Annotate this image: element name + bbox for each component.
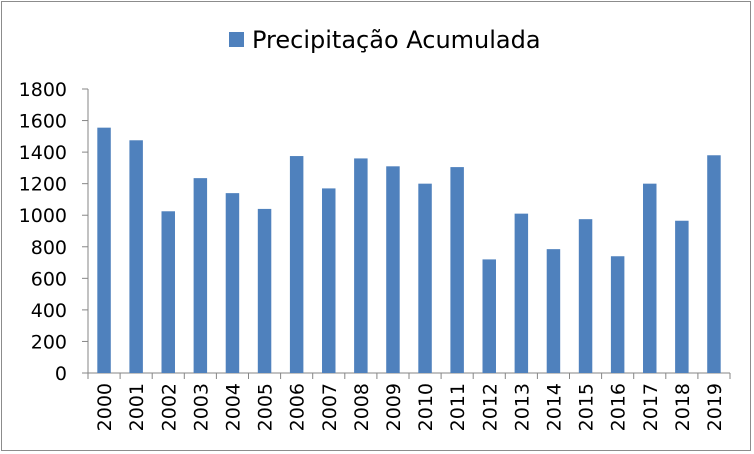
x-tick-label: 2014 — [543, 383, 565, 431]
bars — [97, 127, 721, 374]
bar-2004 — [225, 193, 240, 373]
y-tick-label: 800 — [31, 237, 67, 259]
x-tick-label: 2001 — [126, 383, 148, 431]
bar-2013 — [514, 213, 529, 373]
bar-2001 — [129, 140, 143, 373]
bar-2000 — [97, 127, 111, 374]
x-tick-label: 2015 — [576, 383, 598, 431]
x-tick-label: 2016 — [608, 383, 630, 431]
x-tick-label: 2019 — [704, 383, 726, 431]
bar-2011 — [450, 167, 464, 373]
x-tick-label: 2000 — [94, 383, 116, 431]
bar-2012 — [482, 259, 496, 373]
y-tick-label: 400 — [31, 300, 67, 322]
bar-2009 — [386, 166, 400, 373]
y-tick-label: 1000 — [19, 205, 67, 227]
x-tick-label: 2012 — [479, 383, 501, 431]
x-tick-label: 2007 — [319, 383, 341, 431]
bar-2005 — [257, 208, 272, 373]
bar-2010 — [418, 183, 432, 373]
legend-label: Precipitação Acumulada — [252, 26, 541, 54]
x-tick-label: 2004 — [222, 383, 244, 431]
y-tick-label: 0 — [55, 363, 67, 385]
y-tick-label: 1400 — [19, 142, 67, 164]
x-tick-label: 2005 — [255, 383, 277, 431]
y-tick-label: 1800 — [19, 79, 67, 101]
y-tick-label: 1600 — [19, 111, 67, 133]
bar-2006 — [289, 156, 304, 373]
x-tick-label: 2013 — [511, 383, 533, 431]
x-tick-label: 2009 — [383, 383, 405, 431]
y-tick-label: 600 — [31, 268, 67, 290]
bar-2017 — [643, 183, 657, 373]
x-tick-label: 2003 — [190, 383, 212, 431]
bar-2007 — [322, 188, 336, 373]
legend-swatch — [229, 32, 244, 47]
x-tick-label: 2010 — [415, 383, 437, 431]
x-tick-label: 2006 — [287, 383, 309, 431]
bar-2018 — [675, 220, 689, 373]
x-tick-label: 2008 — [351, 383, 373, 431]
y-tick-label: 200 — [31, 331, 67, 353]
x-tick-label: 2002 — [158, 383, 180, 431]
bar-2003 — [193, 178, 208, 373]
x-axis: 2000 2001 2002 2003 2004 2005 2006 2007 2008 2009… — [87, 372, 731, 431]
y-tick-label: 1200 — [19, 174, 67, 196]
bar-2014 — [546, 249, 561, 373]
legend: Precipitação Acumulada — [229, 26, 541, 54]
bar-2002 — [161, 211, 175, 373]
y-axis: 0 200 400 600 800 1000 1200 1400 1600 1800 — [19, 79, 89, 385]
bar-2016 — [610, 256, 625, 373]
bar-2019 — [707, 155, 721, 373]
x-tick-label: 2011 — [447, 383, 469, 431]
x-tick-label: 2018 — [672, 383, 694, 431]
x-tick-label: 2017 — [640, 383, 662, 431]
bar-2015 — [578, 219, 593, 373]
bar-2008 — [354, 158, 368, 373]
